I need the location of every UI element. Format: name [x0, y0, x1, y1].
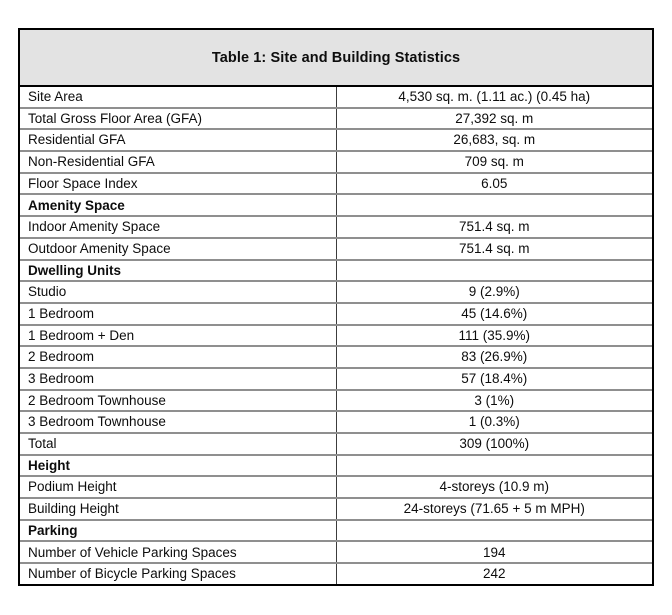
row-label: Non-Residential GFA: [20, 151, 336, 174]
row-value: 3 (1%): [335, 389, 652, 413]
table-row: Total Gross Floor Area (GFA) 27,392 sq. …: [20, 107, 652, 131]
table-row: Number of Vehicle Parking Spaces 194: [20, 541, 652, 565]
row-value: [335, 194, 652, 218]
row-value: 83 (26.9%): [335, 346, 652, 369]
row-value: 9 (2.9%): [335, 281, 652, 304]
table-title: Table 1: Site and Building Statistics: [20, 30, 652, 87]
row-label: Dwelling Units: [20, 259, 336, 283]
stats-table: Table 1: Site and Building Statistics Si…: [20, 30, 652, 584]
table-row: Outdoor Amenity Space 751.4 sq. m: [20, 237, 652, 261]
table-row: Residential GFA 26,683, sq. m: [20, 129, 652, 153]
table-row: Number of Bicycle Parking Spaces 242: [20, 563, 652, 584]
row-value: 4-storeys (10.9 m): [335, 476, 652, 500]
row-value: 1 (0.3%): [335, 411, 652, 434]
row-value: 242: [335, 563, 652, 584]
row-label: 3 Bedroom: [20, 367, 336, 391]
row-value: 309 (100%): [335, 433, 652, 456]
row-value: 57 (18.4%): [335, 367, 652, 391]
table-header: Table 1: Site and Building Statistics: [20, 30, 652, 87]
row-label: 1 Bedroom: [20, 302, 336, 326]
table-row: Studio 9 (2.9%): [20, 281, 652, 304]
table-row: 1 Bedroom 45 (14.6%): [20, 302, 652, 326]
table-body: Site Area 4,530 sq. m. (1.11 ac.) (0.45 …: [20, 86, 652, 584]
row-label: Number of Bicycle Parking Spaces: [28, 566, 236, 582]
table-row: Amenity Space: [20, 194, 652, 218]
table-row: Site Area 4,530 sq. m. (1.11 ac.) (0.45 …: [20, 86, 652, 109]
table-row: Floor Space Index 6.05: [20, 172, 652, 196]
row-label: 2 Bedroom: [20, 346, 336, 369]
table-row: 3 Bedroom 57 (18.4%): [20, 367, 652, 391]
table-row: Building Height 24-storeys (71.65 + 5 m …: [20, 498, 652, 521]
row-label: Indoor Amenity Space: [20, 216, 336, 239]
table-row: Non-Residential GFA 709 sq. m: [20, 151, 652, 174]
row-value: 27,392 sq. m: [335, 107, 652, 131]
row-label: Total Gross Floor Area (GFA): [20, 107, 336, 131]
table-row: 2 Bedroom Townhouse 3 (1%): [20, 389, 652, 413]
table-row: Height: [20, 454, 652, 478]
row-label: Amenity Space: [20, 194, 336, 218]
row-label: Parking: [20, 519, 336, 543]
row-value: 6.05: [335, 172, 652, 196]
table-row: Indoor Amenity Space 751.4 sq. m: [20, 216, 652, 239]
title-row: Table 1: Site and Building Statistics: [20, 30, 652, 87]
table-row: 3 Bedroom Townhouse 1 (0.3%): [20, 411, 652, 434]
row-label: Number of Vehicle Parking Spaces: [20, 541, 336, 565]
site-building-statistics-table: Table 1: Site and Building Statistics Si…: [18, 28, 654, 586]
row-value: 751.4 sq. m: [335, 237, 652, 261]
row-label: Floor Space Index: [20, 172, 336, 196]
row-label: Studio: [20, 281, 336, 304]
row-value: 24-storeys (71.65 + 5 m MPH): [335, 498, 652, 521]
table-row: 1 Bedroom + Den 111 (35.9%): [20, 324, 652, 348]
table-row: Podium Height 4-storeys (10.9 m): [20, 476, 652, 500]
row-value: 111 (35.9%): [335, 324, 652, 348]
row-label: Outdoor Amenity Space: [20, 237, 336, 261]
table-row: Dwelling Units: [20, 259, 652, 283]
table-row: Parking: [20, 519, 652, 543]
row-value: 709 sq. m: [335, 151, 652, 174]
row-label: Podium Height: [20, 476, 336, 500]
row-value: 751.4 sq. m: [335, 216, 652, 239]
table-row: Total 309 (100%): [20, 433, 652, 456]
row-value: [335, 454, 652, 478]
row-label: 2 Bedroom Townhouse: [20, 389, 336, 413]
row-value: 194: [335, 541, 652, 565]
row-label: Building Height: [20, 498, 336, 521]
row-value: [335, 519, 652, 543]
row-label: Residential GFA: [20, 129, 336, 153]
row-value: 4,530 sq. m. (1.11 ac.) (0.45 ha): [335, 86, 652, 109]
row-label: Height: [20, 454, 336, 478]
row-label: 3 Bedroom Townhouse: [20, 411, 336, 434]
row-label: Total: [20, 433, 336, 456]
row-value: 26,683, sq. m: [335, 129, 652, 153]
row-value: [335, 259, 652, 283]
row-label: Site Area: [20, 86, 336, 109]
row-value: 45 (14.6%): [335, 302, 652, 326]
table-row: 2 Bedroom 83 (26.9%): [20, 346, 652, 369]
row-label: 1 Bedroom + Den: [20, 324, 336, 348]
